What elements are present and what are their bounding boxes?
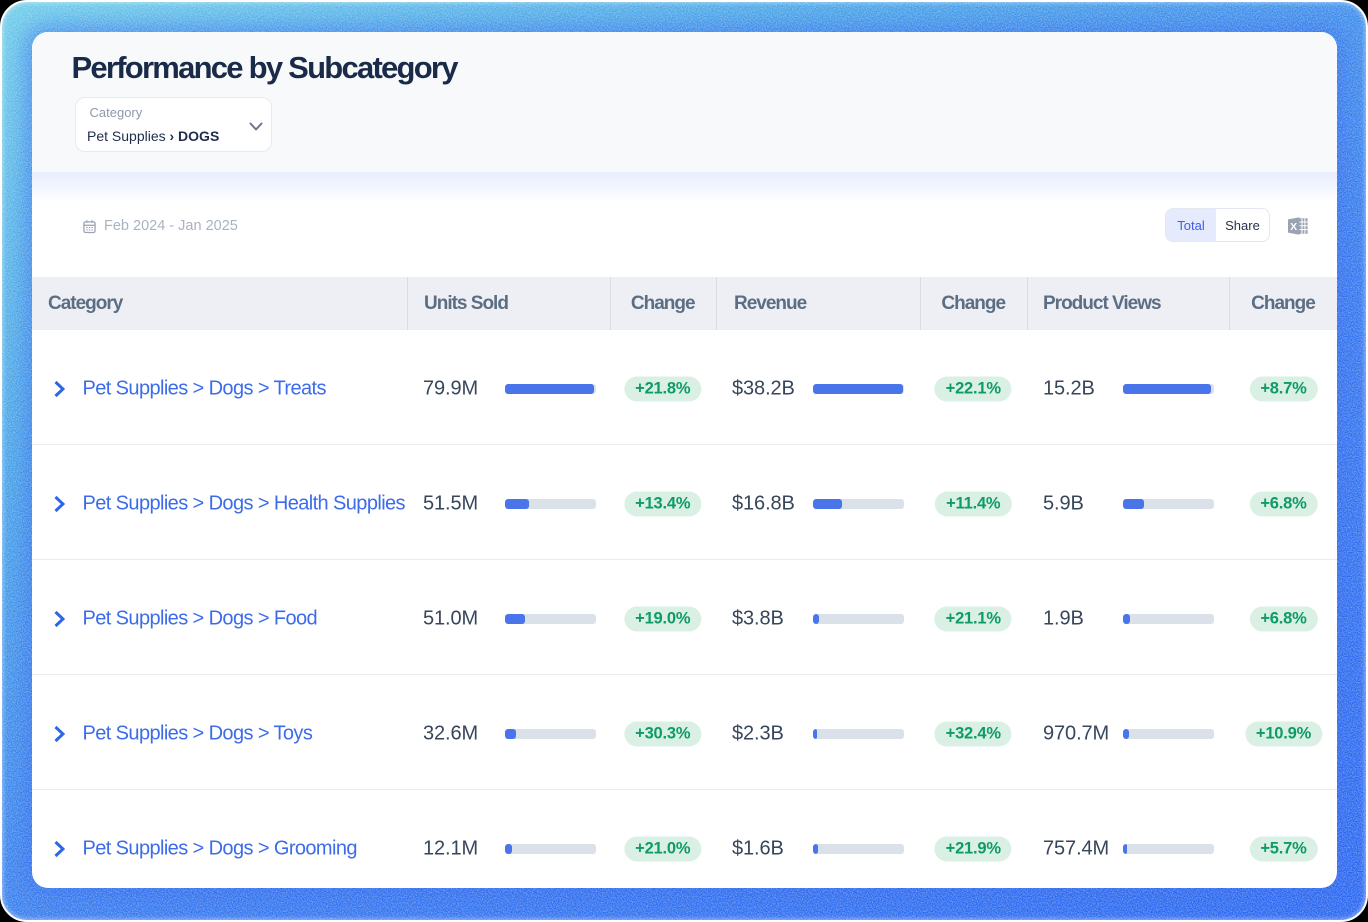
svg-text:X: X [1290, 221, 1297, 233]
